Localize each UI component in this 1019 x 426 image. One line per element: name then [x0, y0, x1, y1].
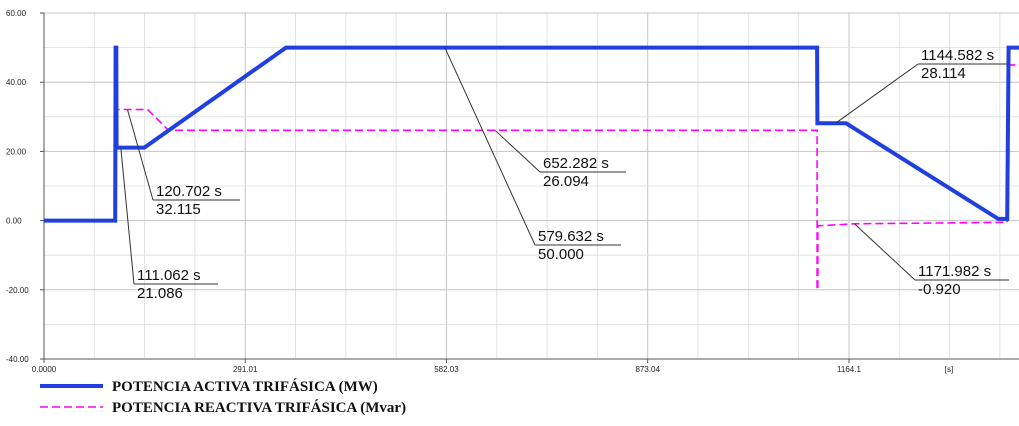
- annotation-time-label: 652.282 s: [543, 155, 609, 172]
- legend: POTENCIA ACTIVA TRIFÁSICA (MW) POTENCIA …: [40, 378, 406, 416]
- x-axis-unit-label: [s]: [945, 365, 953, 374]
- annotation-leader-line: [854, 223, 916, 281]
- annotation-leader-line: [120, 147, 135, 285]
- annotation-time-label: 579.632 s: [538, 228, 604, 245]
- x-tick-label: 0.0000: [32, 365, 57, 374]
- legend-label-reactive-power: POTENCIA REACTIVA TRIFÁSICA (Mvar): [112, 399, 406, 416]
- annotation-callout: 652.282 s26.094: [494, 129, 626, 190]
- y-tick-label: 40.00: [6, 78, 27, 87]
- annotation-value-label: 21.086: [137, 285, 183, 302]
- annotation-leader-line: [126, 109, 154, 201]
- annotation-callout: 120.702 s32.115: [126, 109, 240, 218]
- y-tick-label: 60.00: [6, 9, 27, 18]
- y-tick-label: 20.00: [6, 147, 27, 156]
- annotation-leader-line: [444, 47, 536, 246]
- annotation-value-label: -0.920: [918, 281, 961, 298]
- annotation-callout: 579.632 s50.000: [444, 47, 621, 263]
- y-tick-label: -40.00: [6, 355, 29, 364]
- grid-lines: [44, 12, 1019, 359]
- x-tick-label: 1164.1: [837, 365, 861, 374]
- series-lines: [44, 45, 1019, 291]
- annotation-value-label: 32.115: [156, 201, 201, 218]
- x-tick-label: 873.04: [635, 365, 660, 374]
- annotation-value-label: 26.094: [543, 173, 589, 190]
- annotation-time-label: 1171.982 s: [918, 263, 991, 280]
- annotation-leader-line: [494, 129, 541, 173]
- y-tick-label: -20.00: [6, 286, 29, 295]
- annotation-value-label: 50.000: [538, 246, 584, 263]
- annotation-time-label: 1144.582 s: [921, 47, 994, 64]
- tick-labels: 0.0000 291.01 582.03 873.04 1164.1 60.00 40.00…: [6, 9, 861, 374]
- annotation-value-label: 28.114: [921, 65, 966, 82]
- x-tick-label: 582.03: [434, 365, 459, 374]
- annotation-callout: 1144.582 s28.114: [835, 47, 1008, 124]
- axes: [43, 13, 1019, 360]
- annotation-time-label: 120.702 s: [156, 183, 222, 200]
- annotation-callout: 1171.982 s-0.920: [854, 223, 1009, 298]
- annotation-leader-line: [835, 63, 919, 124]
- annotation-time-label: 111.062 s: [137, 267, 201, 284]
- series-reactive-power-line: [44, 53, 1019, 291]
- y-tick-label: 0.00: [6, 217, 22, 226]
- legend-label-active-power: POTENCIA ACTIVA TRIFÁSICA (MW): [112, 378, 378, 395]
- series-active-power-line: [44, 45, 1019, 223]
- annotation-callout: 111.062 s21.086: [120, 147, 218, 302]
- x-tick-label: 291.01: [233, 365, 258, 374]
